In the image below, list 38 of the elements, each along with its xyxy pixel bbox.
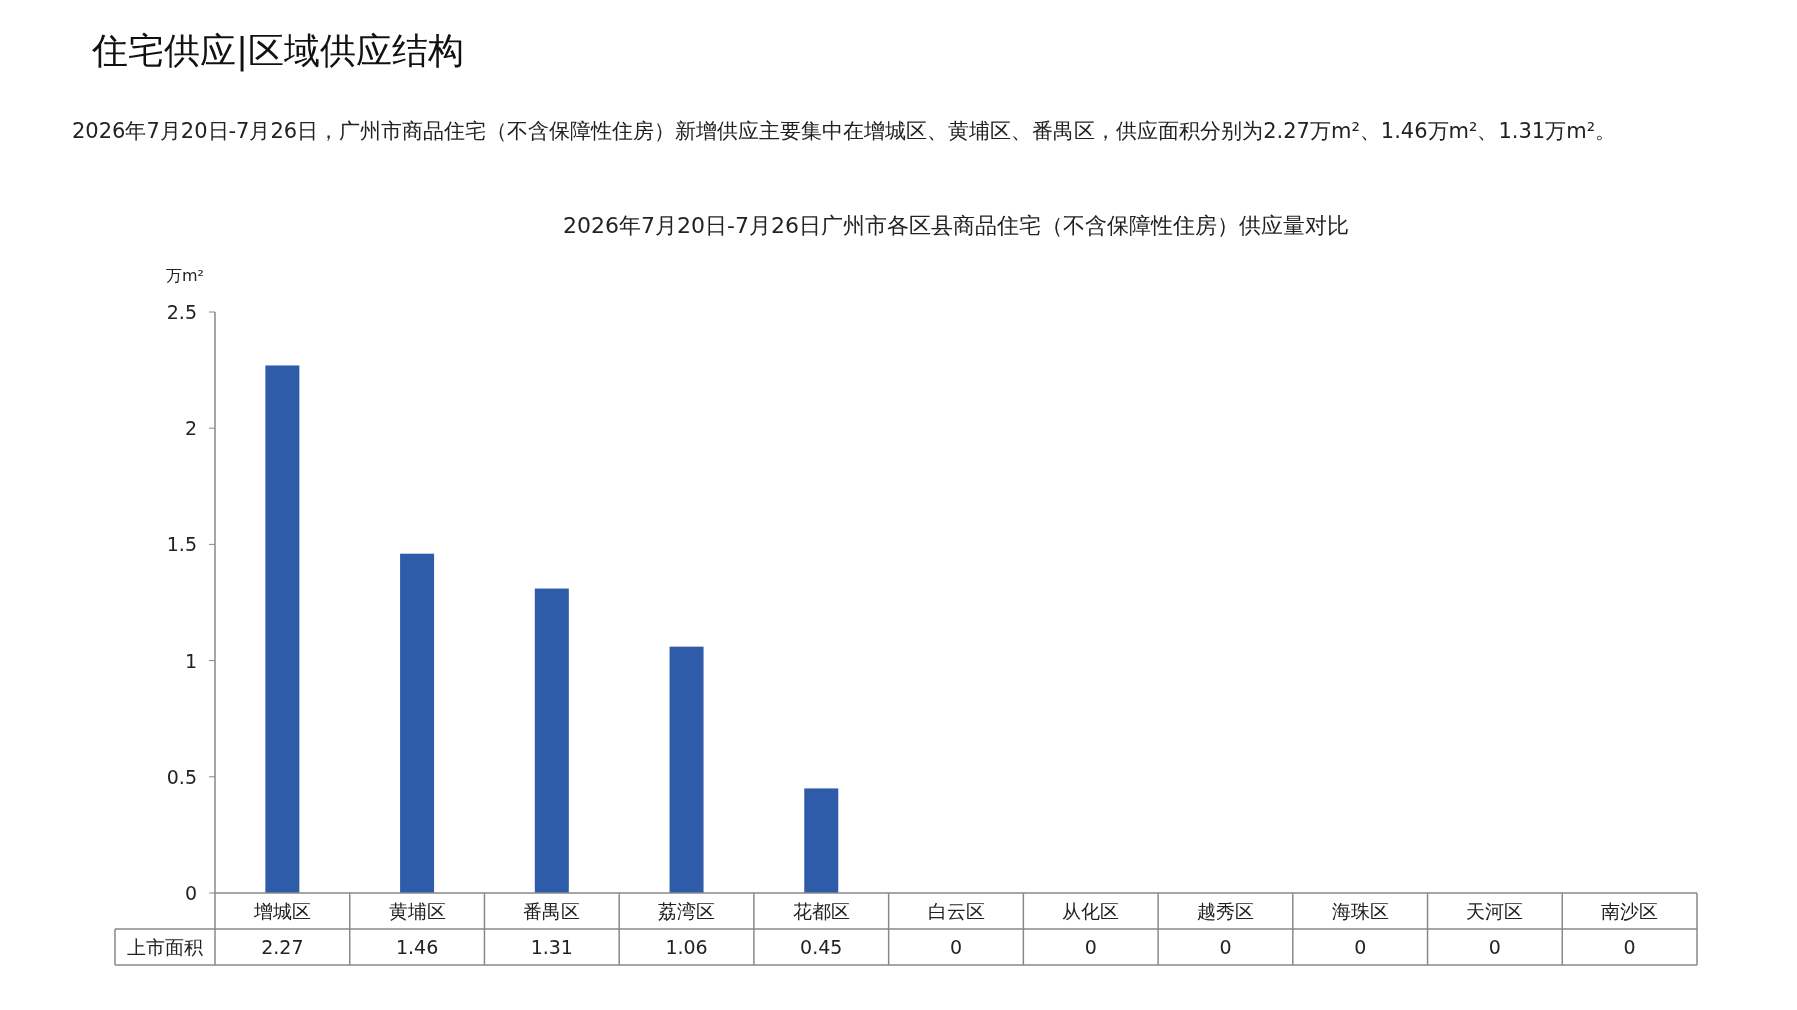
x-tick-label: 番禺区 xyxy=(523,900,581,922)
x-tick-label: 南沙区 xyxy=(1601,900,1659,922)
x-tick-label: 黄埔区 xyxy=(388,900,446,922)
y-tick-label: 0.5 xyxy=(166,765,197,788)
data-label: 0.45 xyxy=(800,936,843,958)
y-tick-label: 1 xyxy=(184,649,197,672)
data-label: 0 xyxy=(1623,936,1636,958)
data-label: 1.06 xyxy=(665,936,708,958)
data-label: 0 xyxy=(1488,936,1501,958)
y-axis-title: 万m² xyxy=(166,266,204,285)
y-tick-label: 1.5 xyxy=(166,533,197,556)
bar xyxy=(804,788,839,893)
bar xyxy=(265,365,300,893)
bar xyxy=(400,553,435,893)
data-label: 0 xyxy=(1354,936,1367,958)
text: 住宅供应|区域供应结构 xyxy=(91,30,465,72)
x-tick-label: 荔湾区 xyxy=(658,900,716,922)
x-tick-label: 海珠区 xyxy=(1331,900,1389,922)
y-tick-label: 2 xyxy=(184,417,197,440)
data-label: 1.46 xyxy=(395,936,439,958)
x-tick-label: 越秀区 xyxy=(1196,900,1254,922)
y-tick-label: 2.5 xyxy=(166,301,197,323)
chart-title: 2026年7月20日-7月26日广州市各区县商品住宅（不含保障性住房）供应量对比 xyxy=(563,213,1349,238)
text: 2026年7月20日-7月26日，广州市商品住宅（不含保障性住房）新增供应主要集中在增城区、黄埔区、番禺区，供应面积分别为2.27万m²、1.46万m²、1.31万m²。 xyxy=(72,119,1617,143)
bar xyxy=(534,588,569,893)
data-label: 1.31 xyxy=(530,936,573,958)
x-tick-label: 花都区 xyxy=(792,900,850,922)
x-tick-label: 白云区 xyxy=(927,900,985,922)
data-label: 0 xyxy=(1219,936,1232,958)
data-label: 2.27 xyxy=(261,936,304,958)
bar xyxy=(669,646,704,893)
x-tick-label: 从化区 xyxy=(1062,900,1120,922)
text: 上市面积 xyxy=(127,936,203,958)
data-label: 0 xyxy=(1084,936,1097,958)
data-label: 0 xyxy=(949,936,963,958)
y-tick-label: 0 xyxy=(184,882,197,904)
x-tick-label: 增城区 xyxy=(252,900,311,922)
x-tick-label: 天河区 xyxy=(1466,900,1524,922)
